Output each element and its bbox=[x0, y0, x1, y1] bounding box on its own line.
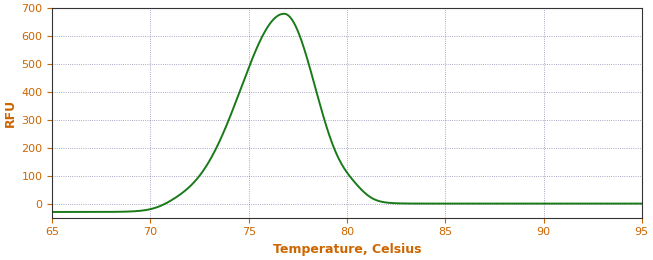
Y-axis label: RFU: RFU bbox=[4, 99, 17, 127]
X-axis label: Temperature, Celsius: Temperature, Celsius bbox=[273, 243, 421, 256]
